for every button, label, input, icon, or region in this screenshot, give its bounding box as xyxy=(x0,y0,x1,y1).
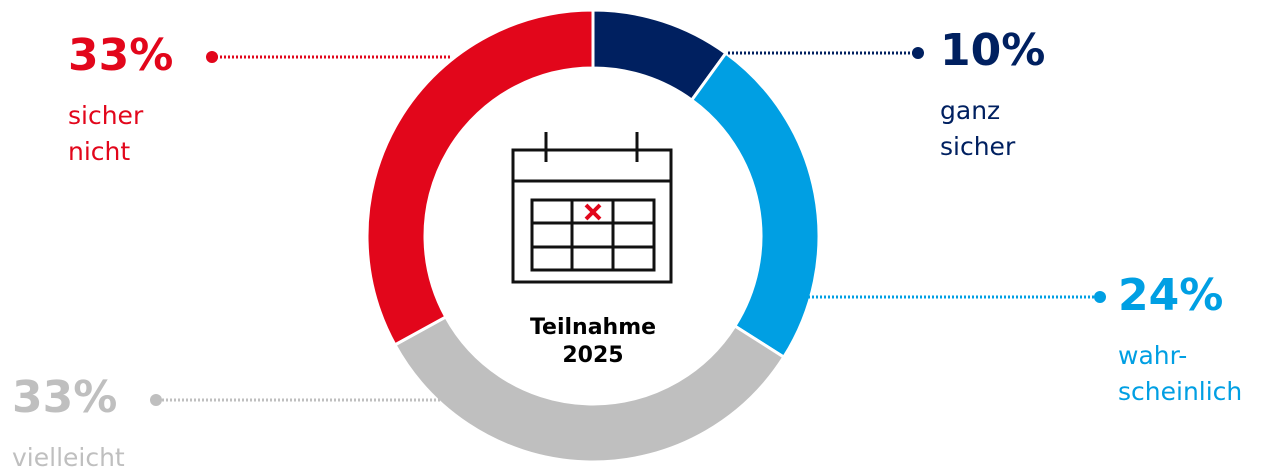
category-label: scheinlich xyxy=(1118,377,1242,406)
leader-dot xyxy=(1094,291,1106,303)
leader-dot xyxy=(206,51,218,63)
leader-dot xyxy=(150,394,162,406)
value-label: 24% xyxy=(1118,270,1223,321)
category-label: ganz xyxy=(940,96,1000,125)
category-label: nicht xyxy=(68,137,130,166)
value-label: 33% xyxy=(68,30,173,81)
donut-slice xyxy=(689,51,821,360)
calendar-icon xyxy=(511,132,673,284)
center-title: Teilnahme xyxy=(530,315,656,340)
value-label: 33% xyxy=(12,372,117,423)
donut-slice xyxy=(392,314,786,464)
value-label: 10% xyxy=(940,25,1045,76)
center-title: 2025 xyxy=(562,343,623,368)
donut-slice xyxy=(365,8,595,347)
category-label: vielleicht xyxy=(12,443,125,470)
category-label: sicher xyxy=(940,132,1016,161)
category-label: wahr- xyxy=(1118,341,1187,370)
leader-dot xyxy=(912,47,924,59)
category-label: sicher xyxy=(68,101,144,130)
